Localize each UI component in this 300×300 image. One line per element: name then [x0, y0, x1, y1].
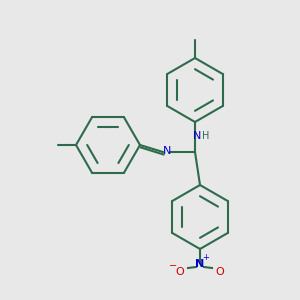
Text: +: + — [202, 254, 209, 262]
Text: O: O — [216, 267, 224, 277]
Text: H: H — [202, 131, 210, 141]
Text: N: N — [195, 259, 205, 269]
Text: −: − — [169, 261, 177, 271]
Text: N: N — [163, 146, 171, 156]
Text: O: O — [176, 267, 184, 277]
Text: N: N — [193, 131, 201, 141]
